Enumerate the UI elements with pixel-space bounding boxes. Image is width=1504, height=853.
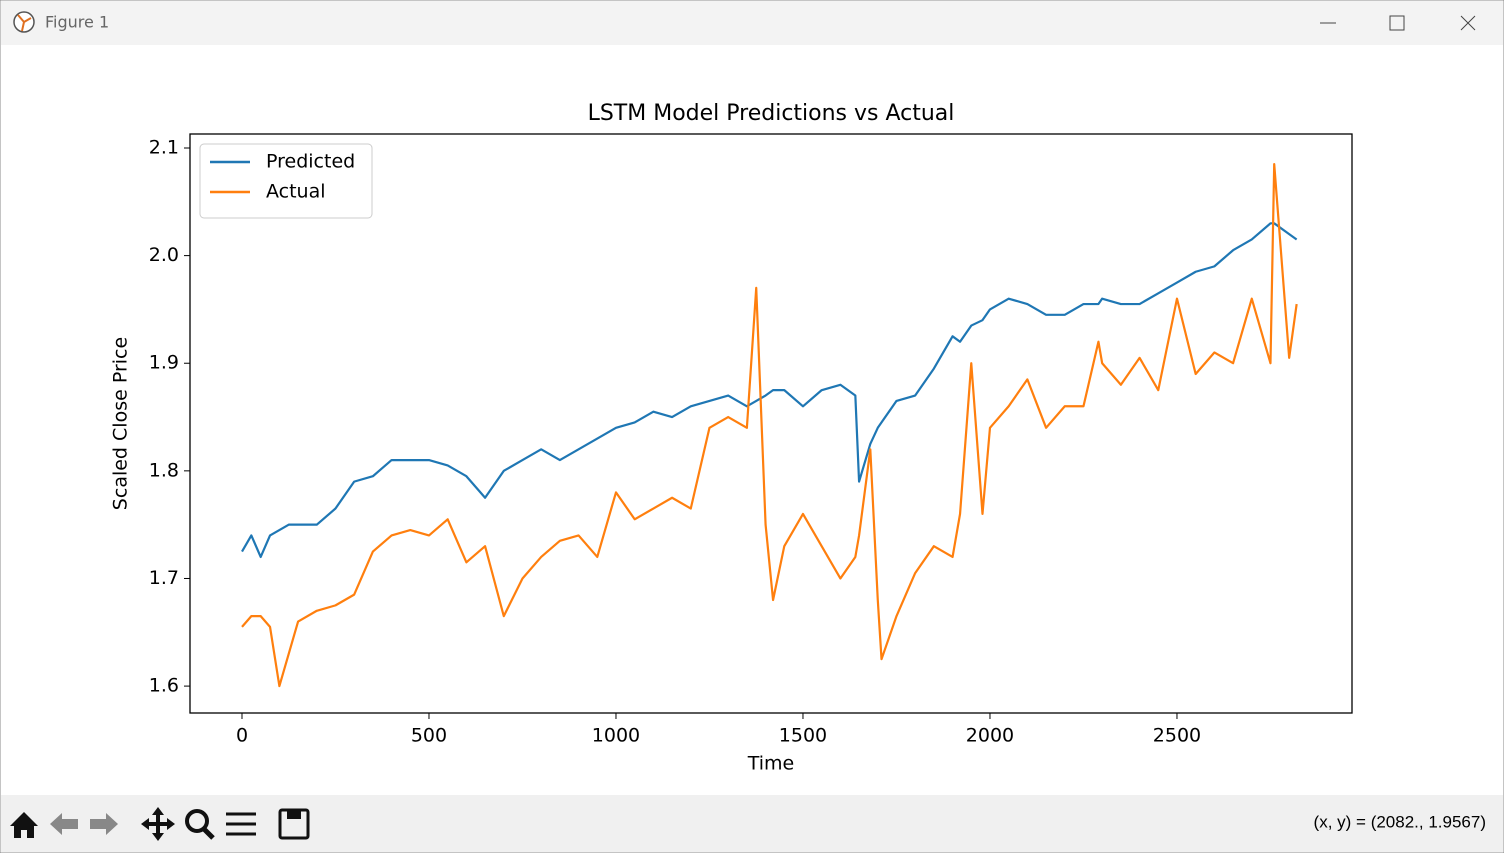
- status-text: (x, y) = (2082., 1.9567): [1314, 812, 1486, 831]
- forward-button[interactable]: [90, 813, 118, 835]
- pan-button[interactable]: [141, 807, 175, 841]
- back-button[interactable]: [50, 813, 78, 835]
- y-tick-label: 2.0: [149, 244, 179, 266]
- data-line: [241, 163, 1298, 688]
- zoom-handle: [201, 826, 215, 840]
- x-tick-label: 1000: [592, 725, 640, 747]
- x-tick-label: 2000: [966, 725, 1014, 747]
- y-tick-label: 1.9: [149, 352, 179, 374]
- x-axis-label: Time: [747, 753, 795, 775]
- y-tick-label: 1.8: [149, 459, 179, 481]
- y-tick-label: 1.6: [149, 675, 179, 697]
- x-tick-label: 1500: [779, 725, 827, 747]
- legend-label: Actual: [266, 181, 326, 203]
- title-bar: [1, 1, 1503, 45]
- legend-label: Predicted: [266, 151, 355, 173]
- maximize-button[interactable]: [1389, 15, 1405, 31]
- configure-button[interactable]: [226, 812, 256, 836]
- close-button[interactable]: [1460, 15, 1476, 31]
- data-line: [241, 222, 1298, 559]
- x-tick-label: 500: [411, 725, 447, 747]
- x-tick-label: 0: [236, 725, 248, 747]
- window-title: Figure 1: [45, 13, 109, 32]
- plot: LSTM Model Predictions vs Actual Time Scal…: [110, 101, 1353, 775]
- chart-title: LSTM Model Predictions vs Actual: [588, 101, 955, 126]
- plot-frame: [189, 133, 1353, 714]
- zoom-button[interactable]: [185, 809, 209, 833]
- toolbar-icons: [10, 807, 310, 841]
- app-icon-mark: [17, 14, 32, 32]
- y-axis-label: Scaled Close Price: [110, 337, 132, 510]
- home-button[interactable]: [10, 812, 38, 838]
- y-tick-label: 2.1: [149, 136, 179, 158]
- x-tick-label: 2500: [1153, 725, 1201, 747]
- y-tick-label: 1.7: [149, 567, 179, 589]
- save-icon-part: [287, 810, 301, 819]
